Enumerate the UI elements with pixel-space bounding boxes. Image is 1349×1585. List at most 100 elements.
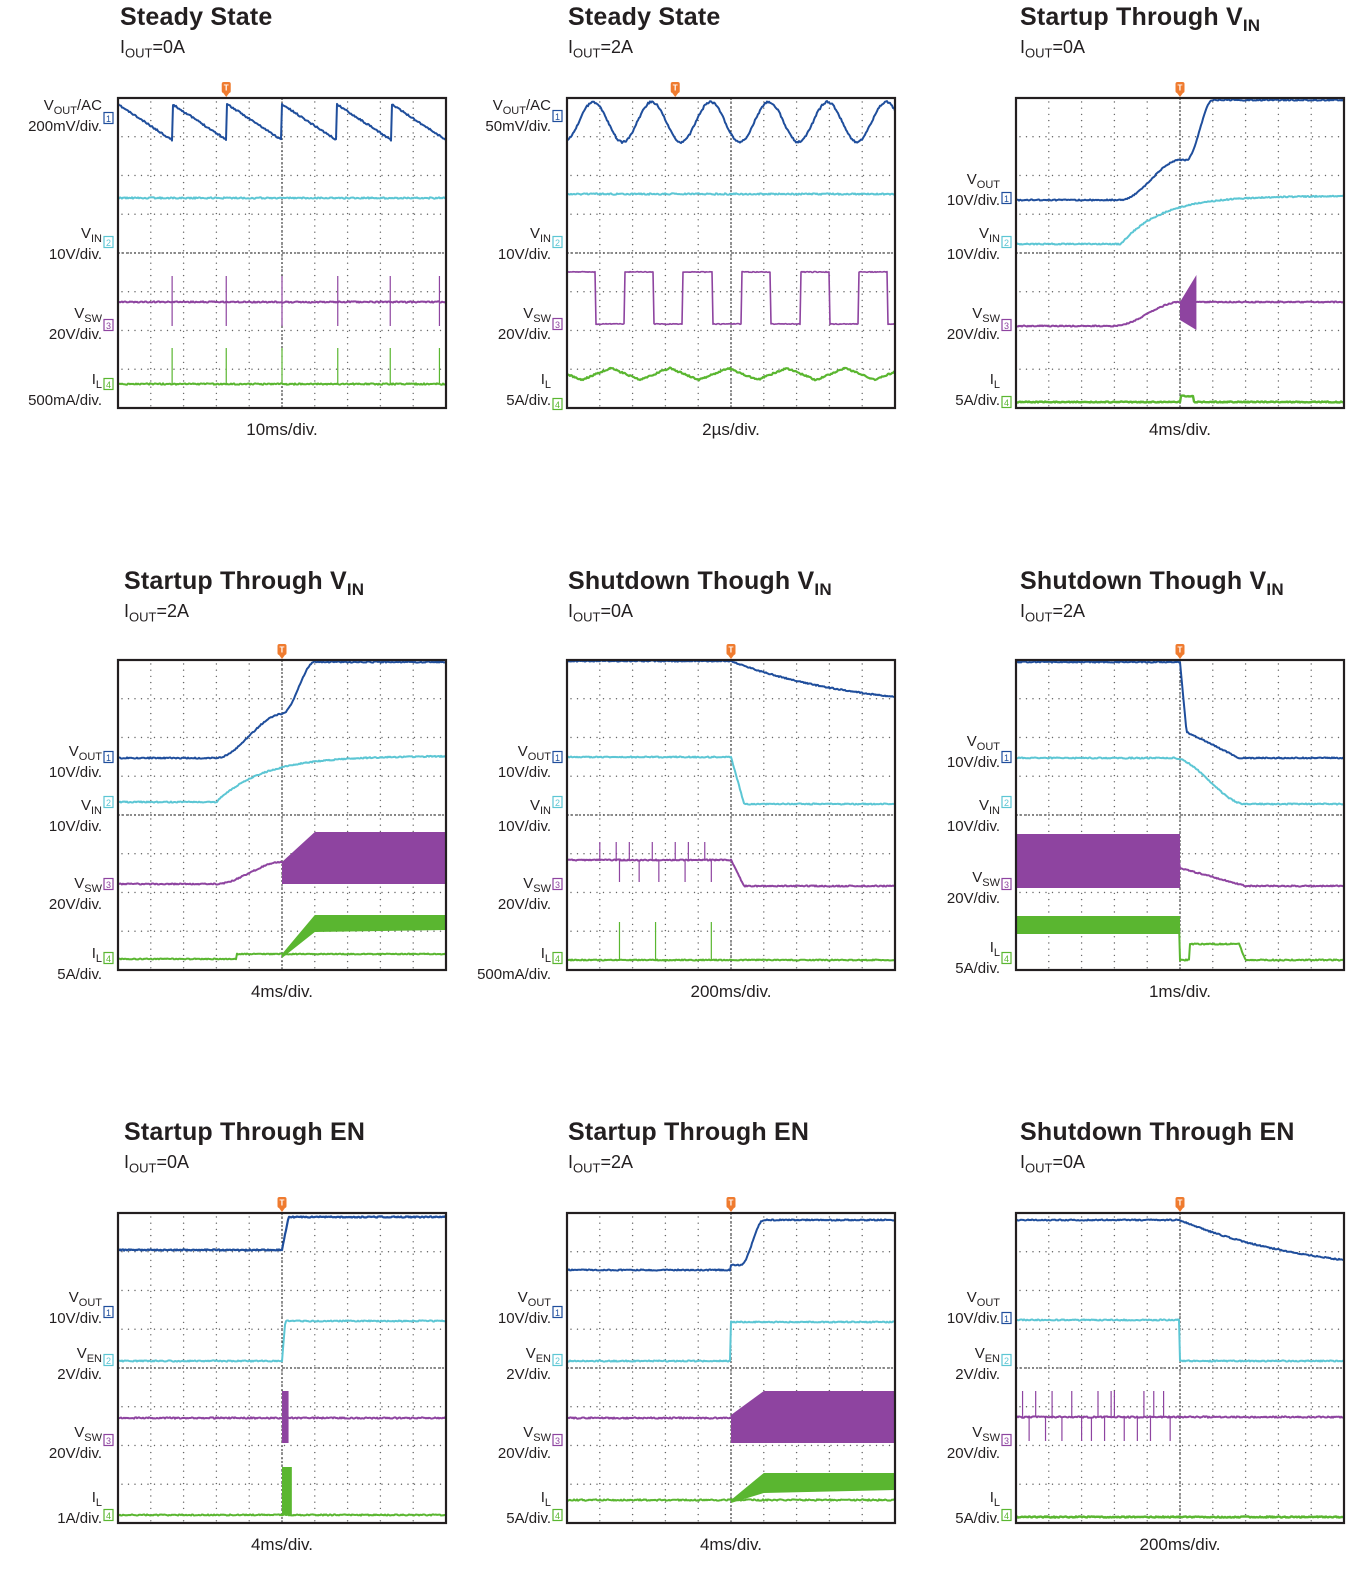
signal-symbol: V bbox=[74, 305, 84, 322]
channel-2-marker: 2 bbox=[1002, 237, 1011, 248]
channel-scale: 10V/div. bbox=[947, 193, 1000, 209]
channel-scale: 10V/div. bbox=[49, 765, 102, 781]
signal-symbol: V bbox=[81, 797, 91, 814]
signal-subscript: OUT bbox=[977, 741, 1000, 753]
signal-symbol: V bbox=[493, 97, 503, 114]
channel-scale: 10V/div. bbox=[498, 819, 551, 835]
channel-scale: 50mV/div. bbox=[485, 119, 551, 135]
ven-trace bbox=[1016, 1319, 1344, 1361]
timebase-label: 4ms/div. bbox=[251, 982, 313, 1002]
channel-signal-name: IL bbox=[57, 946, 102, 967]
channel-scale: 5A/div. bbox=[955, 393, 1000, 409]
channel-signal-name: VSW bbox=[947, 306, 1000, 327]
timebase-label: 200ms/div. bbox=[691, 982, 772, 1002]
channel-scale: 20V/div. bbox=[498, 897, 551, 913]
channel-scale: 20V/div. bbox=[498, 1446, 551, 1462]
il-burst bbox=[282, 1467, 292, 1515]
il-trace bbox=[1016, 1516, 1344, 1517]
channel-scale: 20V/div. bbox=[947, 891, 1000, 907]
channel-signal-name: IL bbox=[955, 372, 1000, 393]
channel-3-marker: 3 bbox=[553, 319, 562, 330]
svg-text:1: 1 bbox=[106, 114, 111, 124]
signal-subscript: SW bbox=[533, 1432, 551, 1444]
channel-4-marker: 4 bbox=[1002, 397, 1011, 408]
timebase-label: 200ms/div. bbox=[1140, 1535, 1221, 1555]
channel-signal-name: VOUT bbox=[498, 1290, 551, 1311]
signal-subscript: EN bbox=[985, 1353, 1000, 1365]
channel-4-marker: 4 bbox=[553, 399, 562, 410]
signal-subscript: OUT bbox=[54, 105, 77, 117]
channel-scale: 10V/div. bbox=[947, 247, 1000, 263]
channel-scale: 20V/div. bbox=[49, 327, 102, 343]
channel-signal-name: IL bbox=[506, 372, 551, 393]
scope-grid bbox=[570, 101, 890, 406]
signal-subscript: OUT bbox=[79, 751, 102, 763]
channel-1-marker: 1 bbox=[104, 752, 113, 763]
il-trace bbox=[567, 960, 895, 961]
signal-subscript: OUT bbox=[79, 1297, 102, 1309]
signal-subscript: L bbox=[96, 1497, 102, 1509]
svg-text:2: 2 bbox=[555, 798, 560, 808]
signal-subscript: L bbox=[545, 379, 551, 391]
signal-symbol: V bbox=[518, 1289, 528, 1306]
svg-text:4: 4 bbox=[1004, 398, 1009, 408]
signal-subscript: IN bbox=[91, 805, 102, 817]
signal-subscript: SW bbox=[982, 1432, 1000, 1444]
signal-symbol: V bbox=[74, 875, 84, 892]
timebase-label: 10ms/div. bbox=[246, 420, 318, 440]
channel-2-marker: 2 bbox=[1002, 1355, 1011, 1366]
channel-scale: 10V/div. bbox=[498, 1311, 551, 1327]
vsw-switching-band bbox=[731, 1391, 895, 1443]
svg-text:T: T bbox=[1178, 84, 1183, 93]
channel-signal-name: VOUT bbox=[49, 1290, 102, 1311]
channel-signal-name: VSW bbox=[498, 1425, 551, 1446]
channel-signal-name: VOUT bbox=[947, 734, 1000, 755]
channel-signal-name: VSW bbox=[947, 870, 1000, 891]
signal-subscript: OUT bbox=[977, 1297, 1000, 1309]
svg-text:2: 2 bbox=[106, 238, 111, 248]
channel-scale: 5A/div. bbox=[506, 1511, 551, 1527]
channel-scale: 20V/div. bbox=[498, 327, 551, 343]
signal-symbol: V bbox=[975, 1345, 985, 1362]
channel-signal-name: VSW bbox=[947, 1425, 1000, 1446]
svg-text:3: 3 bbox=[106, 880, 111, 890]
trigger-marker: T bbox=[1176, 1197, 1185, 1212]
channel-signal-name: IL bbox=[955, 940, 1000, 961]
svg-text:1: 1 bbox=[555, 753, 560, 763]
channel-3-marker: 3 bbox=[104, 320, 113, 331]
channel-signal-name: VIN bbox=[49, 226, 102, 247]
signal-symbol: V bbox=[979, 797, 989, 814]
timebase-label: 4ms/div. bbox=[700, 1535, 762, 1555]
channel-signal-name: VEN bbox=[955, 1346, 1000, 1367]
channel-4-marker: 4 bbox=[104, 1510, 113, 1521]
svg-text:2: 2 bbox=[1004, 238, 1009, 248]
signal-symbol: V bbox=[967, 1289, 977, 1306]
timebase-label: 2µs/div. bbox=[702, 420, 760, 440]
channel-4-marker: 4 bbox=[1002, 1510, 1011, 1521]
ven-trace bbox=[567, 1321, 895, 1361]
svg-text:3: 3 bbox=[106, 321, 111, 331]
signal-subscript: L bbox=[994, 947, 1000, 959]
trigger-marker: T bbox=[278, 644, 287, 659]
signal-subscript: SW bbox=[84, 883, 102, 895]
scope-grid bbox=[1019, 1216, 1339, 1521]
